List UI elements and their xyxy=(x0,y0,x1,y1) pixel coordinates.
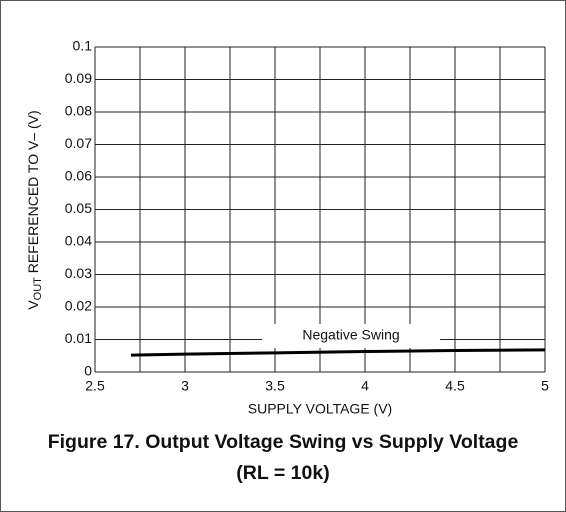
y-tick-label: 0.03 xyxy=(65,265,92,281)
x-tick-label: 2.5 xyxy=(85,378,105,394)
x-tick-label: 3.5 xyxy=(265,378,285,394)
y-axis-label-sub: OUT xyxy=(32,277,44,301)
y-axis-label: VOUT REFERENCED TO V– (V) xyxy=(25,110,44,309)
y-tick-label: 0.09 xyxy=(65,70,92,86)
y-tick-label: 0.1 xyxy=(73,38,93,54)
y-tick-label: 0.06 xyxy=(65,168,92,184)
x-tick-label: 4.5 xyxy=(445,378,465,394)
y-axis-label-part: V xyxy=(25,300,41,310)
annotation-background xyxy=(262,324,440,348)
x-tick-label: 5 xyxy=(541,378,549,394)
y-tick-label: 0.04 xyxy=(65,233,92,249)
y-tick-label: 0.07 xyxy=(65,135,92,151)
x-tick-label: 3 xyxy=(181,378,189,394)
figure-caption: Figure 17. Output Voltage Swing vs Suppl… xyxy=(47,431,519,484)
data-line xyxy=(130,348,546,357)
chart: SUPPLY VOLTAGE (V) VOUT REFERENCED TO V–… xyxy=(25,38,549,417)
annotation: Negative Swing xyxy=(302,327,399,343)
y-tick-label: 0.01 xyxy=(65,330,92,346)
y-tick-label: 0.08 xyxy=(65,103,92,119)
x-tick-label: 4 xyxy=(361,378,369,394)
y-axis-label-part: REFERENCED TO V– (V) xyxy=(25,110,41,277)
y-tick-label: 0 xyxy=(84,363,92,379)
x-axis-label: SUPPLY VOLTAGE (V) xyxy=(248,401,392,417)
y-tick-label: 0.02 xyxy=(65,298,92,314)
y-tick-label: 0.05 xyxy=(65,200,92,216)
